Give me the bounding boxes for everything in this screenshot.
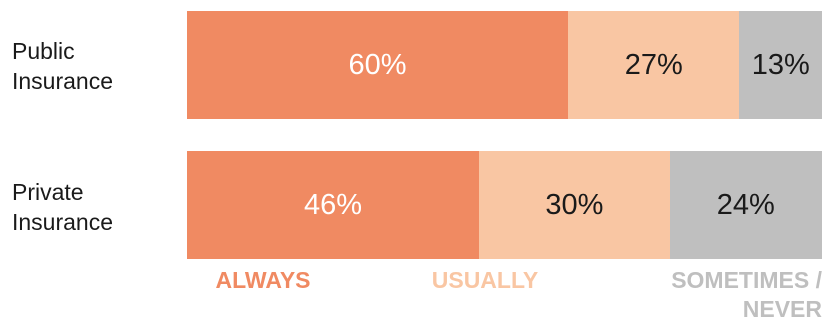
bar-segment-always-private: 46% xyxy=(187,151,480,259)
bar-segment-sometimes-never-private: 24% xyxy=(669,151,822,259)
bar-segment-sometimes-never-public: 13% xyxy=(739,11,822,119)
legend-usually: USUALLY xyxy=(431,267,539,293)
bar-private-insurance: 46% 30% 24% xyxy=(187,151,822,259)
legend-always: ALWAYS xyxy=(215,267,311,293)
bar-segment-always-public: 60% xyxy=(187,11,568,119)
category-label-private-insurance: Private Insurance xyxy=(12,179,114,235)
bar-segment-usually-public: 27% xyxy=(568,11,740,119)
category-label-public-insurance: Public Insurance xyxy=(12,38,114,94)
legend-sometimes-never: SOMETIMES / NEVER xyxy=(671,267,822,322)
bar-public-insurance: 60% 27% 13% xyxy=(187,11,822,119)
bar-segment-usually-private: 30% xyxy=(479,151,670,259)
